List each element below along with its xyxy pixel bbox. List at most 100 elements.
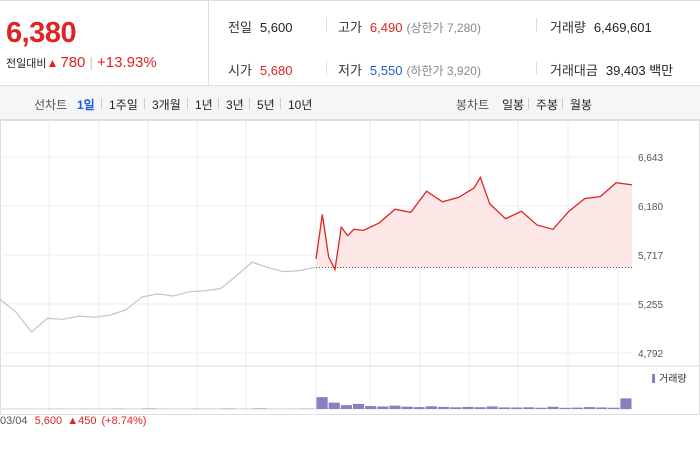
volume-bar [462,406,474,409]
volume-bar [110,408,126,409]
volume-bar [401,406,413,409]
lower-limit: (하한가 3,920) [406,64,481,78]
tab-daily-candle[interactable]: 일봉 [502,98,525,112]
volume-bar [413,407,425,409]
volume-bar [547,406,559,409]
divider [101,98,102,109]
volume-bar [620,398,632,409]
volume-bar [510,407,523,409]
volume-bar [221,408,236,409]
upper-limit: (상한가 7,280) [406,21,481,35]
high-label: 고가 [338,20,362,35]
turnover-value: 39,403 백만 [605,63,674,78]
volume-bar [486,406,498,409]
volume-bar [142,408,157,409]
volume-bar [299,408,315,409]
today-area-fill [316,177,632,268]
footer-up-arrow-icon: ▲ [67,415,79,427]
quote-header: 6,380 전일대비▲ 780 | +13.93% 전일 5,600 고가 6,490 (상… [0,0,700,86]
open-price: 시가 5,680 [228,60,292,79]
change-row: 전일대비▲ 780 | +13.93% [6,54,157,71]
footer-change: 450 [78,415,97,427]
volume: 거래량 6,469,601 [550,17,652,36]
volume-value: 6,469,601 [593,20,652,35]
volume-bar [252,408,268,409]
volume-bar [474,407,486,409]
volume-bar [608,407,620,409]
change-label: 전일대비 [6,58,47,70]
volume-bar [425,406,438,409]
volume-bar [328,402,340,409]
volume-bar [389,405,401,409]
divider [562,98,563,109]
tab-5years[interactable]: 5년 [257,98,275,112]
volume-legend: 거래량 [659,373,687,385]
volume-bar [316,397,328,409]
candle-chart-label: 봉차트 [456,98,490,112]
volume-legend-swatch [652,374,655,383]
change-separator: | [89,54,94,70]
volume-bar [377,406,389,409]
chart-grid [0,120,700,415]
high-price: 고가 6,490 (상한가 7,280) [338,17,481,36]
divider [144,98,145,109]
up-arrow-icon: ▲ [46,56,59,70]
change-percent: +13.93% [97,54,157,71]
volume-bar [571,407,583,409]
y-axis-labels: 6,643 6,180 5,717 5,255 4,792 [638,153,663,360]
tab-3years[interactable]: 3년 [226,98,244,112]
footer-close: 5,600 [34,415,63,427]
tab-monthly-candle[interactable]: 월봉 [570,98,593,112]
current-price: 6,380 [6,17,77,49]
high-value: 6,490 [369,20,403,35]
tab-3months[interactable]: 3개월 [152,98,181,112]
volume-bar [340,405,352,409]
footer-pct: (+8.74%) [101,415,147,427]
y-tick-label: 4,792 [638,349,663,360]
tab-1year[interactable]: 1년 [195,98,213,112]
open-value: 5,680 [259,63,293,78]
chart-tabs: 선차트 1일 1주일 3개월 1년 3년 5년 10년 봉차트 일봉 주봉 월봉 [0,86,700,120]
price-box: 6,380 전일대비▲ 780 | +13.93% [0,1,209,86]
low-price: 저가 5,550 (하한가 3,920) [338,60,481,79]
volume-bar [189,408,205,409]
divider [218,98,219,109]
prev-close-label: 전일 [228,20,252,35]
y-tick-label: 5,255 [638,300,663,311]
prev-close-value: 5,600 [259,20,293,35]
line-chart-label: 선차트 [34,98,68,112]
volume-bar [523,407,535,409]
volume-bar [47,408,63,409]
tab-weekly-candle[interactable]: 주봉 [536,98,559,112]
volume-bar [352,403,365,409]
footer-date: 03/04 [0,415,28,427]
divider [528,98,529,109]
turnover: 거래대금 39,403 백만 [550,60,673,79]
prev-day-summary: 03/04 5,600 ▲450 (+8.74%) [0,415,146,427]
tab-1week[interactable]: 1주일 [109,98,138,112]
prev-close: 전일 5,600 [228,17,292,36]
prev-day-line [0,261,316,333]
today-line [315,175,633,272]
divider [249,98,250,109]
change-value: 780 [60,54,86,71]
volume-bar [498,407,510,409]
volume-bar [450,407,462,409]
volume-bar [284,408,299,409]
volume-bar [559,407,571,409]
divider [326,18,327,32]
divider [326,61,327,75]
volume-bar [438,406,450,409]
divider [187,98,188,109]
divider [280,98,281,109]
volume-bar [365,406,377,409]
y-tick-label: 6,643 [638,153,663,164]
open-label: 시가 [228,63,252,78]
volume-bars [0,397,632,409]
low-label: 저가 [338,63,362,78]
volume-label: 거래량 [550,20,586,35]
tab-1day[interactable]: 1일 [77,98,95,112]
tab-10years[interactable]: 10년 [288,98,313,112]
y-tick-label: 6,180 [638,202,663,213]
